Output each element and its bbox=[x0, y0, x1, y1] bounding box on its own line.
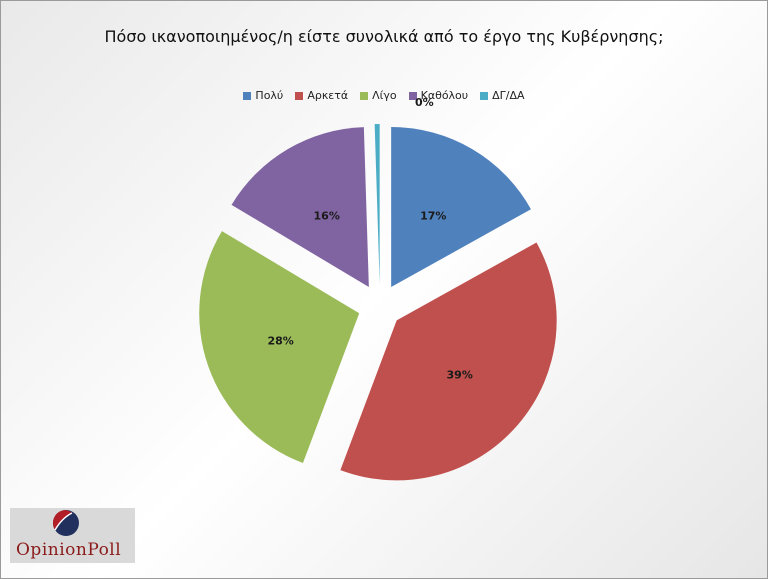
legend-item-poly: Πολύ bbox=[243, 89, 283, 102]
chart-legend: Πολύ Αρκετά Λίγο Καθόλου ΔΓ/ΔΑ bbox=[0, 89, 768, 102]
chart-title: Πόσο ικανοποιημένος/η είστε συνολικά από… bbox=[104, 27, 664, 46]
logo-text: OpinionPoll bbox=[16, 540, 122, 560]
legend-item-ligo: Λίγο bbox=[360, 89, 397, 102]
legend-label-katholou: Καθόλου bbox=[420, 89, 469, 102]
legend-item-arketa: Αρκετά bbox=[295, 89, 348, 102]
legend-swatch-ligo bbox=[360, 91, 369, 100]
slice-ligo bbox=[199, 231, 360, 464]
logo-globe-icon bbox=[52, 509, 79, 536]
legend-label-ligo: Λίγο bbox=[372, 89, 397, 102]
data-label-dgda: 0% bbox=[415, 96, 434, 109]
data-label-ligo: 28% bbox=[268, 335, 294, 348]
data-label-poly: 17% bbox=[420, 209, 446, 222]
legend-swatch-poly bbox=[243, 91, 252, 100]
legend-swatch-katholou bbox=[408, 91, 417, 100]
slice-arketa bbox=[340, 242, 557, 481]
slice-dgda bbox=[374, 124, 380, 285]
legend-label-poly: Πολύ bbox=[255, 89, 284, 102]
slice-katholou bbox=[231, 127, 369, 288]
legend-swatch-dgda bbox=[480, 91, 489, 100]
legend-item-dgda: ΔΓ/ΔΑ bbox=[480, 89, 525, 102]
data-label-arketa: 39% bbox=[447, 369, 473, 382]
legend-label-arketa: Αρκετά bbox=[307, 89, 349, 102]
legend-swatch-arketa bbox=[295, 91, 304, 100]
opinionpoll-logo: OpinionPoll bbox=[10, 508, 135, 563]
legend-item-katholou: Καθόλου bbox=[408, 89, 469, 102]
data-label-katholou: 16% bbox=[314, 209, 340, 222]
slice-poly bbox=[391, 127, 531, 288]
legend-label-dgda: ΔΓ/ΔΑ bbox=[492, 89, 525, 102]
